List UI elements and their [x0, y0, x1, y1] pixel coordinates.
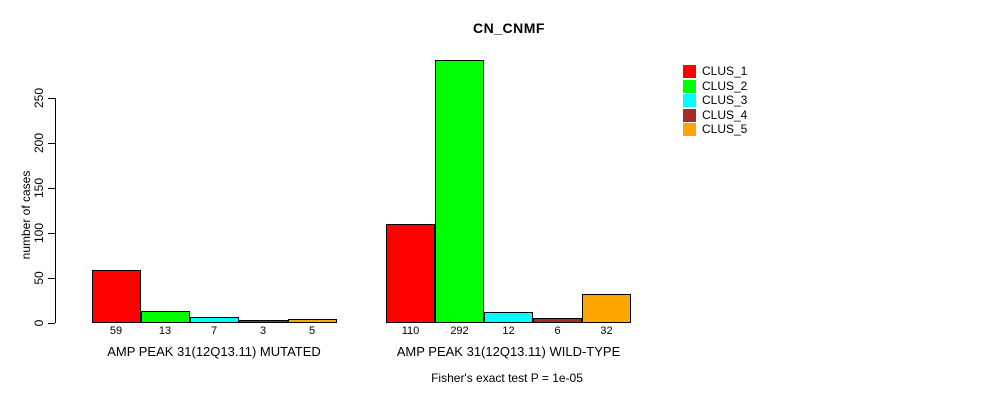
legend-label-clus_2: CLUS_2 [702, 78, 748, 93]
bar-clus_1-group1 [91, 269, 141, 323]
y-axis-tick [48, 322, 55, 324]
bar-clus_1-group2 [386, 224, 435, 323]
legend-swatch-clus_3 [683, 94, 696, 108]
legend-label-clus_5: CLUS_5 [702, 122, 748, 137]
y-axis-tick-label: 50 [32, 271, 46, 285]
legend: CLUS_1 CLUS_2 CLUS_3 CLUS_4 CLUS_5 [683, 65, 747, 138]
bar-value-label: 7 [210, 325, 218, 337]
bar-clus_2-group1 [140, 311, 190, 323]
y-axis-tick [48, 187, 55, 189]
y-axis-tick [48, 277, 55, 279]
legend-swatch-clus_2 [683, 79, 696, 93]
y-axis-tick-label: 200 [32, 132, 46, 154]
bar-clus_5-group2 [582, 294, 631, 323]
legend-swatch-clus_1 [683, 65, 696, 79]
bar-clus_3-group2 [484, 312, 533, 323]
bar-value-label: 110 [401, 325, 420, 337]
bar-clus_5-group1 [287, 318, 337, 323]
bar-clus_3-group1 [189, 316, 239, 323]
legend-item-clus_4: CLUS_4 [683, 107, 748, 123]
legend-item-clus_3: CLUS_3 [683, 94, 747, 108]
bar-value-label: 5 [308, 325, 316, 337]
y-axis-tick [48, 97, 55, 99]
legend-item-clus_1: CLUS_1 [683, 65, 747, 79]
legend-label-clus_3: CLUS_3 [702, 93, 748, 108]
legend-label-clus_1: CLUS_1 [702, 64, 748, 79]
bar-value-label: 6 [554, 325, 561, 337]
chart-title: CN_CNMF [473, 20, 545, 36]
fisher-test-annotation: Fisher's exact test P = 1e-05 [431, 371, 583, 385]
bar-value-label: 59 [109, 325, 123, 337]
y-axis-tick-label: 0 [32, 319, 46, 327]
legend-swatch-clus_4 [683, 108, 696, 122]
y-axis-line [55, 97, 56, 323]
bar-value-label: 3 [259, 325, 267, 337]
bar-value-label: 32 [600, 325, 613, 337]
group-label: AMP PEAK 31(12Q13.11) WILD-TYPE [396, 344, 621, 359]
bar-value-label: 292 [450, 325, 469, 337]
y-axis-tick-label: 250 [32, 87, 46, 109]
legend-item-clus_5: CLUS_5 [683, 123, 747, 137]
bar-clus_4-group2 [533, 317, 582, 323]
legend-label-clus_4: CLUS_4 [702, 107, 748, 122]
y-axis-tick-label: 100 [32, 222, 46, 244]
group-label: AMP PEAK 31(12Q13.11) MUTATED [107, 344, 321, 359]
legend-item-clus_2: CLUS_2 [683, 78, 748, 94]
y-axis-tick [48, 142, 55, 144]
bar-value-label: 12 [502, 325, 515, 337]
legend-swatch-clus_5 [683, 123, 696, 137]
bar-value-label: 13 [158, 325, 172, 337]
bar-clus_2-group2 [435, 60, 484, 323]
bar-clus_4-group1 [238, 320, 288, 323]
y-axis-tick [48, 232, 55, 234]
y-axis-tick-label: 150 [32, 177, 46, 199]
